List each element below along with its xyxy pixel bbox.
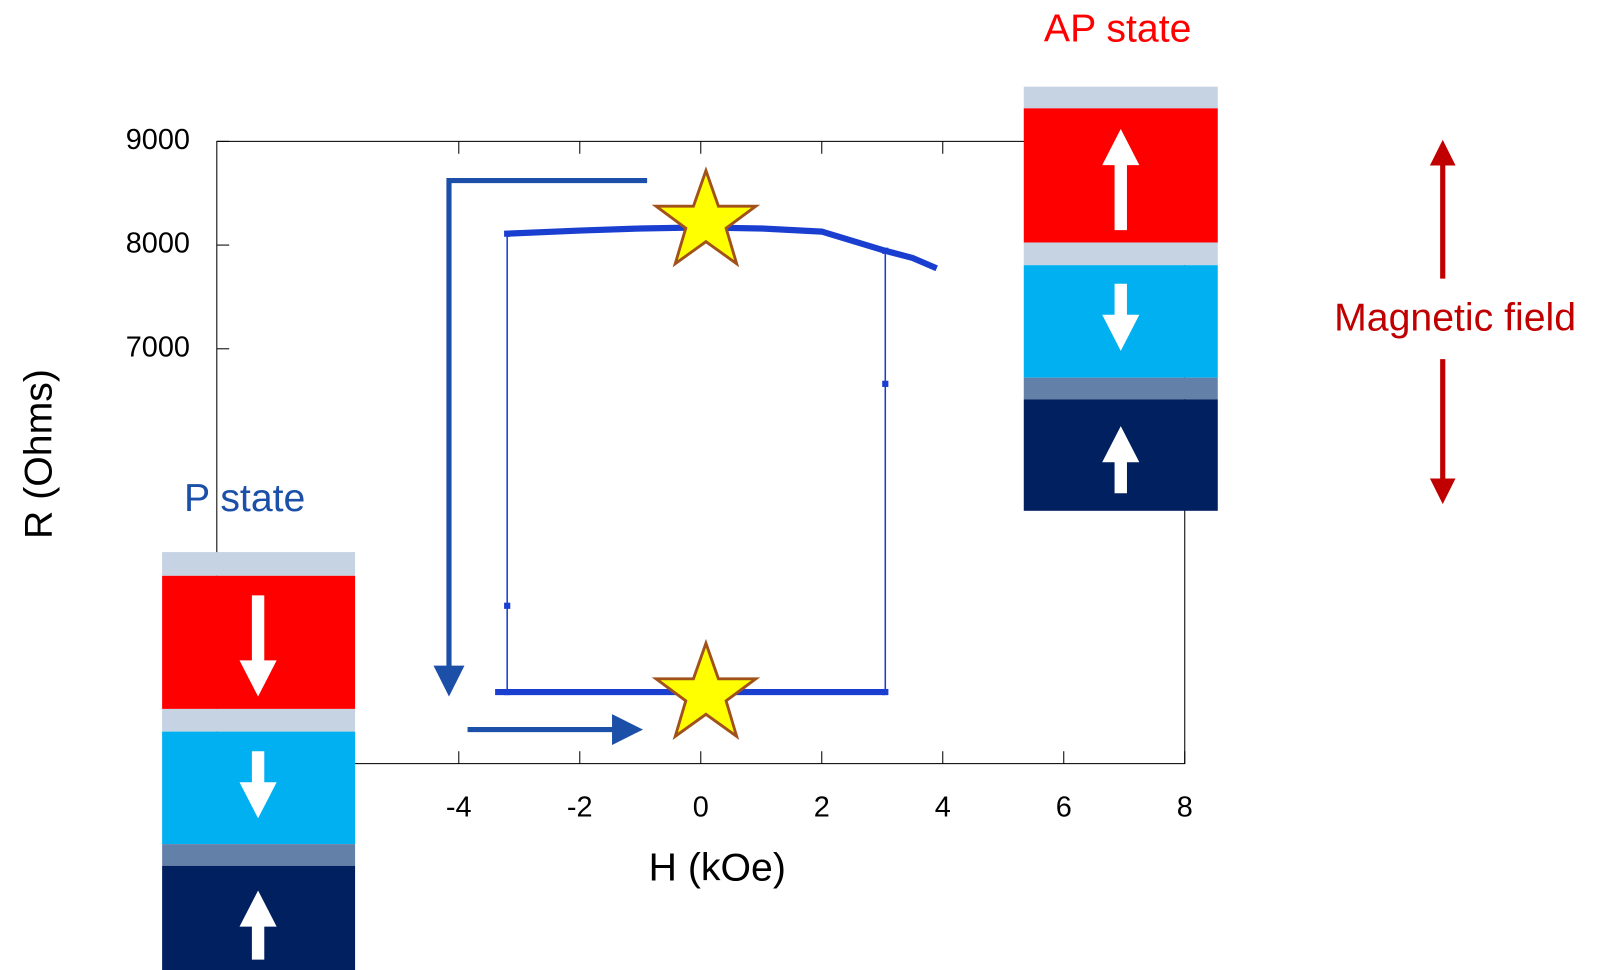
p-stack — [162, 552, 355, 970]
data-line — [507, 234, 885, 692]
data-point — [504, 689, 510, 695]
x-tick-label: 2 — [814, 792, 830, 824]
annotation: AP state — [1044, 7, 1191, 50]
annotation: P state — [184, 477, 305, 520]
data-point — [504, 603, 510, 609]
x-tick-label: -2 — [567, 792, 593, 824]
x-tick-label: 8 — [1177, 792, 1193, 824]
star-marker — [656, 171, 756, 264]
x-tick-label: 4 — [935, 792, 951, 824]
x-tick-label: 0 — [693, 792, 709, 824]
y-tick-label: 7000 — [126, 331, 190, 363]
chart: -4 -2 0 2 4 6 8 9000 8000 7000 Magnetic field AP … — [0, 0, 1610, 970]
sweep-arrow-down — [449, 181, 647, 681]
annotation: Magnetic field — [1334, 296, 1576, 339]
y-tick-label: 8000 — [126, 228, 190, 260]
data-point — [882, 381, 888, 387]
data-point — [882, 689, 888, 695]
y-tick-label: 9000 — [126, 124, 190, 156]
ap-stack — [1024, 87, 1218, 511]
y-axis-label: R (Ohms) — [18, 369, 61, 539]
star-marker — [656, 643, 756, 736]
x-axis-label: H (kOe) — [649, 846, 786, 889]
x-tick-label: -4 — [446, 792, 472, 824]
data-point — [882, 248, 888, 254]
data-point — [504, 231, 510, 237]
x-tick-label: 6 — [1056, 792, 1072, 824]
page: {"chart_data": {"type": "line", "x_label… — [0, 0, 1610, 970]
